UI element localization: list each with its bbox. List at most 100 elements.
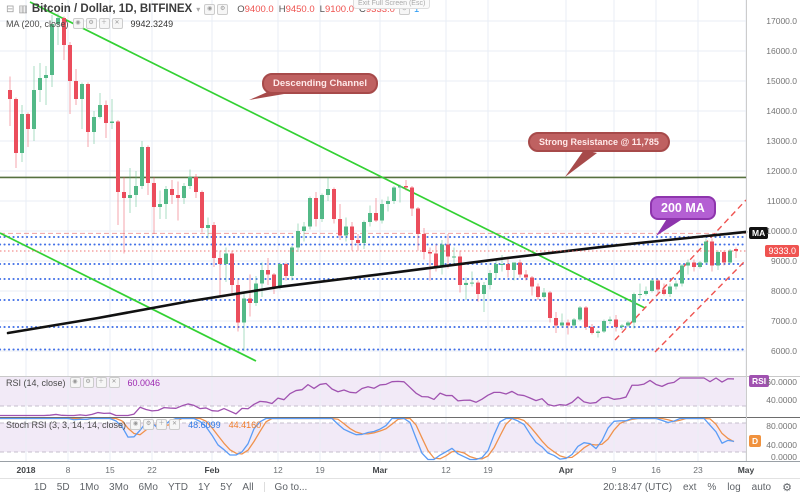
chevron-down-icon[interactable]: ▾ <box>196 4 201 14</box>
range-buttons: 1D 5D 1Mo 3Mo 6Mo YTD 1Y 5Y All Go to... <box>34 482 307 493</box>
time-axis-label: May <box>737 465 755 475</box>
ohlc-letter: C <box>359 3 366 15</box>
range-button-6mo[interactable]: 6Mo <box>138 481 158 493</box>
indicator-action-icon[interactable]: ◉ <box>72 18 84 29</box>
range-button-ytd[interactable]: YTD <box>167 481 188 493</box>
indicator-action-icon[interactable]: ⚙ <box>85 18 97 29</box>
exit-fullscreen-tooltip[interactable]: Exit Full Screen (Esc) <box>353 0 431 9</box>
mode-button-ext[interactable]: ext <box>683 481 697 493</box>
rsi-indicator-actions: ◉ ⚙ ＋ ✕ <box>69 377 120 388</box>
rsi-axis-badge: RSI <box>749 375 770 387</box>
indicator-action-icon[interactable]: ⚙ <box>143 419 155 430</box>
price-axis-label: 13000.0 <box>766 136 797 146</box>
price-axis-label: 8000.0 <box>771 286 797 296</box>
indicator-action-icon[interactable]: ＋ <box>156 419 168 430</box>
time-axis-label: 15 <box>105 465 115 475</box>
range-button-5d[interactable]: 5D <box>56 481 70 493</box>
time-axis-label: 19 <box>315 465 325 475</box>
range-button-5y[interactable]: 5Y <box>220 481 233 493</box>
bottom-toolbar: 1D 5D 1Mo 3Mo 6Mo YTD 1Y 5Y All Go to... 20:18:47… <box>0 478 800 495</box>
descending-channel-callout[interactable]: Descending Channel <box>262 73 378 94</box>
ma-indicator-actions: ◉ ⚙ ＋ ✕ <box>72 18 123 29</box>
price-axis-label: 17000.0 <box>766 16 797 26</box>
ma-200-callout[interactable]: 200 MA <box>650 196 716 220</box>
rsi-pane-header: RSI (14, close) ◉ ⚙ ＋ ✕ 60.0046 <box>6 377 160 388</box>
indicator-action-icon[interactable]: ✕ <box>108 377 120 388</box>
range-button-1y[interactable]: 1Y <box>197 481 211 493</box>
stoch-k-value: 48.6099 <box>188 419 221 430</box>
indicator-action-icon[interactable]: ✕ <box>169 419 181 430</box>
stoch-indicator-label[interactable]: Stoch RSI (3, 3, 14, 14, close) <box>6 419 127 430</box>
indicator-action-icon[interactable]: ⚙ <box>82 377 94 388</box>
symbol-quick-actions: ◉ ⚙ <box>204 3 229 15</box>
ma-indicator-label[interactable]: MA (200, close) <box>6 18 69 29</box>
mode-button-percent[interactable]: % <box>707 481 717 493</box>
stoch-axis-label: 40.0000 <box>766 440 797 450</box>
ohlc-letter: L <box>319 3 325 15</box>
stoch-axis-label: 0.0000 <box>771 452 797 462</box>
ma-indicator-value: 9942.3249 <box>130 18 174 29</box>
ma-indicator-row: MA (200, close) ◉ ⚙ ＋ ✕ 9942.3249 <box>6 18 173 29</box>
rsi-indicator-label[interactable]: RSI (14, close) <box>6 377 66 388</box>
price-axis-label: 16000.0 <box>766 46 797 56</box>
price-axis-label: 12000.0 <box>766 166 797 176</box>
gear-icon[interactable]: ⚙ <box>782 481 792 494</box>
ma-axis-badge: MA <box>749 227 769 239</box>
range-button-3mo[interactable]: 3Mo <box>109 481 129 493</box>
price-chart[interactable] <box>0 0 800 461</box>
scale-mode-buttons: ext% log auto <box>683 482 771 493</box>
strong-resistance-callout[interactable]: Strong Resistance @ 11,785 <box>528 132 670 152</box>
ohlc-value: 9333.0 <box>365 3 395 15</box>
mode-button-log[interactable]: log <box>727 481 741 493</box>
price-axis-label: 11000.0 <box>766 196 797 206</box>
time-axis-label: Feb <box>204 465 220 475</box>
time-axis[interactable]: 2018 8 15 22 Feb 12 19 Mar 12 19 Apr 9 16 23 May <box>0 461 800 479</box>
rsi-indicator-value: 60.0046 <box>127 377 161 388</box>
price-axis-label: 9000.0 <box>771 256 797 266</box>
time-axis-label: 22 <box>147 465 157 475</box>
clock[interactable]: 20:18:47 (UTC) <box>603 481 673 493</box>
ohlc-letter: H <box>278 3 286 15</box>
stoch-axis-label: 80.0000 <box>766 421 797 431</box>
time-axis-label: 23 <box>693 465 703 475</box>
price-axis-label: 15000.0 <box>766 76 797 86</box>
time-axis-label: 8 <box>65 465 71 475</box>
indicator-action-icon[interactable]: ＋ <box>98 18 110 29</box>
price-axis[interactable]: MA 9333.0 RSI D 17000.0 16000.0 15000.0 140… <box>746 0 800 462</box>
collapse-pane-icon[interactable]: ⊟ <box>6 3 15 15</box>
indicator-action-icon[interactable]: ◉ <box>69 377 81 388</box>
range-button-1mo[interactable]: 1Mo <box>79 481 100 493</box>
goto-button[interactable]: Go to... <box>274 481 308 493</box>
range-button-1d[interactable]: 1D <box>34 481 47 493</box>
stoch-indicator-actions: ◉ ⚙ ＋ ✕ <box>130 419 181 430</box>
stoch-pane-header: Stoch RSI (3, 3, 14, 14, close) ◉ ⚙ ＋ ✕ 48.… <box>6 419 261 430</box>
price-axis-label: 6000.0 <box>771 346 797 356</box>
chart-type-icon[interactable]: ▥ <box>18 3 28 15</box>
symbol-title[interactable]: Bitcoin / Dollar, 1D, BITFINEX <box>31 3 193 15</box>
price-axis-label: 10000.0 <box>766 226 797 236</box>
time-axis-label: 2018 <box>16 465 36 475</box>
range-button-all[interactable]: All <box>242 481 254 493</box>
axis-controls: 20:18:47 (UTC) ext% log auto ⚙ <box>603 481 792 494</box>
title-action-icon[interactable]: ◉ <box>204 3 216 15</box>
ohlc-values: O 9400.0 H 9450.0 L 9100.0 C 9333.0 <box>232 4 395 15</box>
ohlc-letter: O <box>237 3 245 15</box>
title-action-icon[interactable]: ⚙ <box>217 3 229 15</box>
indicator-action-icon[interactable]: ＋ <box>95 377 107 388</box>
mode-button-auto[interactable]: auto <box>751 481 772 493</box>
time-axis-label: 16 <box>651 465 661 475</box>
toolbar-divider <box>263 482 265 492</box>
indicator-action-icon[interactable]: ✕ <box>111 18 123 29</box>
price-axis-label: 14000.0 <box>766 106 797 116</box>
price-axis-label: 7000.0 <box>771 316 797 326</box>
ohlc-value: 9400.0 <box>244 3 274 15</box>
indicator-action-icon[interactable]: ◉ <box>130 419 142 430</box>
alert-count[interactable]: 1 <box>413 3 420 15</box>
stoch-d-axis-badge: D <box>749 435 762 447</box>
ohlc-value: 9450.0 <box>285 3 315 15</box>
time-axis-label: Mar <box>372 465 388 475</box>
stoch-d-value: 44.4160 <box>228 419 262 430</box>
chart-header: ⊟ ▥ Bitcoin / Dollar, 1D, BITFINEX ▾ ◉ ⚙ … <box>6 3 419 15</box>
time-axis-label: Apr <box>558 465 574 475</box>
